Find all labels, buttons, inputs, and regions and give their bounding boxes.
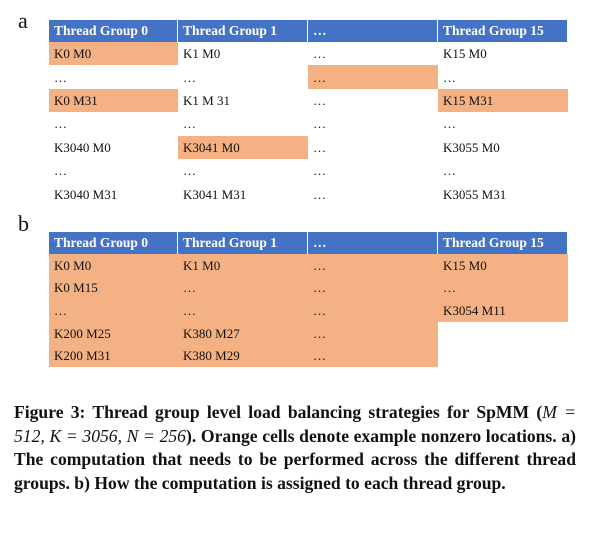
panel-a-cell-r2-c0: K0 M31 bbox=[49, 88, 178, 113]
caption-math: M = 512, K = 3056, N = 256 bbox=[14, 402, 576, 446]
panel-b-cell-r2-c2: … bbox=[308, 299, 438, 322]
panel-a-cell-r1-c0: … bbox=[54, 69, 67, 85]
panel-b-cell-r3-c2: … bbox=[308, 321, 438, 345]
panel-a-cell-r1-c3: … bbox=[443, 69, 456, 85]
panel-a-cell-r4-c2: … bbox=[313, 139, 326, 155]
caption-figure-number: Figure 3: bbox=[14, 402, 86, 422]
panel-b-header-col-2: … bbox=[308, 232, 438, 254]
panel-a-cell-r0-c0: K0 M0 bbox=[49, 42, 178, 66]
panel-b-label: b bbox=[18, 211, 29, 236]
panel-a-cell-r3-c1: … bbox=[183, 116, 196, 132]
panel-a-cell-r5-c3: … bbox=[443, 163, 456, 179]
panel-b-cell-r4-c1: K380 M29 bbox=[178, 344, 308, 367]
panel-a-cell-r3-c3: … bbox=[443, 116, 456, 132]
panel-a-cell-r6-c1: K3041 M31 bbox=[183, 186, 247, 202]
panel-b-header-col-0: Thread Group 0 bbox=[49, 232, 178, 254]
panel-a-cell-r2-c1: K1 M 31 bbox=[183, 92, 230, 108]
panel-b-cell-r1-c0: K0 M15 bbox=[49, 276, 178, 300]
panel-a-header-col-2: … bbox=[308, 20, 438, 42]
caption-text-2: ). Orange cells denote example nonzero l… bbox=[14, 425, 576, 493]
panel-a-header-col-1: Thread Group 1 bbox=[178, 20, 308, 42]
panel-a-cell-r1-c2: … bbox=[308, 65, 438, 89]
panel-b-cell-r3-c3 bbox=[438, 322, 568, 345]
panel-b-header-col-3: Thread Group 15 bbox=[438, 232, 568, 254]
panel-a-cell-r1-c1: … bbox=[183, 69, 196, 85]
panel-b-cell-r2-c1: … bbox=[178, 299, 308, 322]
panel-b-cell-r0-c0: K0 M0 bbox=[49, 254, 178, 277]
panel-a-cell-r0-c2: … bbox=[313, 46, 326, 62]
panel-b-cell-r1-c1: … bbox=[178, 276, 308, 300]
caption-text-1: Thread group level load balancing strate… bbox=[92, 402, 543, 422]
panel-a-cell-r4-c3: K3055 M0 bbox=[443, 139, 500, 155]
panel-a-cell-r3-c0: … bbox=[54, 116, 67, 132]
panel-a-cell-r6-c2: … bbox=[313, 186, 326, 202]
panel-b-cell-r2-c3: K3054 M11 bbox=[438, 299, 568, 322]
panel-a-cell-r5-c2: … bbox=[313, 163, 326, 179]
panel-b-cell-r0-c2: … bbox=[308, 254, 438, 277]
panel-a-cell-r2-c3: K15 M31 bbox=[438, 88, 568, 113]
panel-a-cell-r4-c1: K3041 M0 bbox=[178, 135, 308, 159]
panel-a-cell-r5-c0: … bbox=[54, 163, 67, 179]
panel-a-cell-r0-c3: K15 M0 bbox=[443, 46, 487, 62]
panel-a-header-col-3: Thread Group 15 bbox=[438, 20, 568, 42]
panel-b-header-col-1: Thread Group 1 bbox=[178, 232, 308, 254]
panel-a-cell-r4-c0: K3040 M0 bbox=[54, 139, 111, 155]
panel-a-cell-r0-c1: K1 M0 bbox=[183, 46, 221, 62]
panel-b-cell-r0-c1: K1 M0 bbox=[178, 254, 308, 277]
panel-a-cell-r6-c3: K3055 M31 bbox=[443, 186, 507, 202]
figure-caption: Figure 3: Thread group level load balanc… bbox=[14, 401, 576, 495]
panel-b-cell-r4-c2: … bbox=[308, 344, 438, 367]
panel-a-cell-r6-c0: K3040 M31 bbox=[54, 186, 118, 202]
panel-a-cell-r2-c2: … bbox=[313, 92, 326, 108]
panel-b-cell-r2-c0: … bbox=[49, 299, 178, 322]
panel-a-cell-r3-c2: … bbox=[313, 116, 326, 132]
panel-b-cell-r4-c0: K200 M31 bbox=[49, 344, 178, 367]
panel-b-cell-r3-c0: K200 M25 bbox=[49, 321, 178, 345]
panel-b-cell-r3-c1: K380 M27 bbox=[178, 321, 308, 345]
panel-b-cell-r1-c2: … bbox=[308, 276, 438, 300]
panel-a-header-col-0: Thread Group 0 bbox=[49, 20, 178, 42]
panel-a-cell-r5-c1: … bbox=[183, 163, 196, 179]
panel-b-cell-r4-c3 bbox=[438, 344, 568, 367]
panel-b-cell-r1-c3: … bbox=[438, 276, 568, 300]
panel-a-label: a bbox=[18, 8, 28, 33]
panel-b-cell-r0-c3: K15 M0 bbox=[438, 254, 568, 277]
